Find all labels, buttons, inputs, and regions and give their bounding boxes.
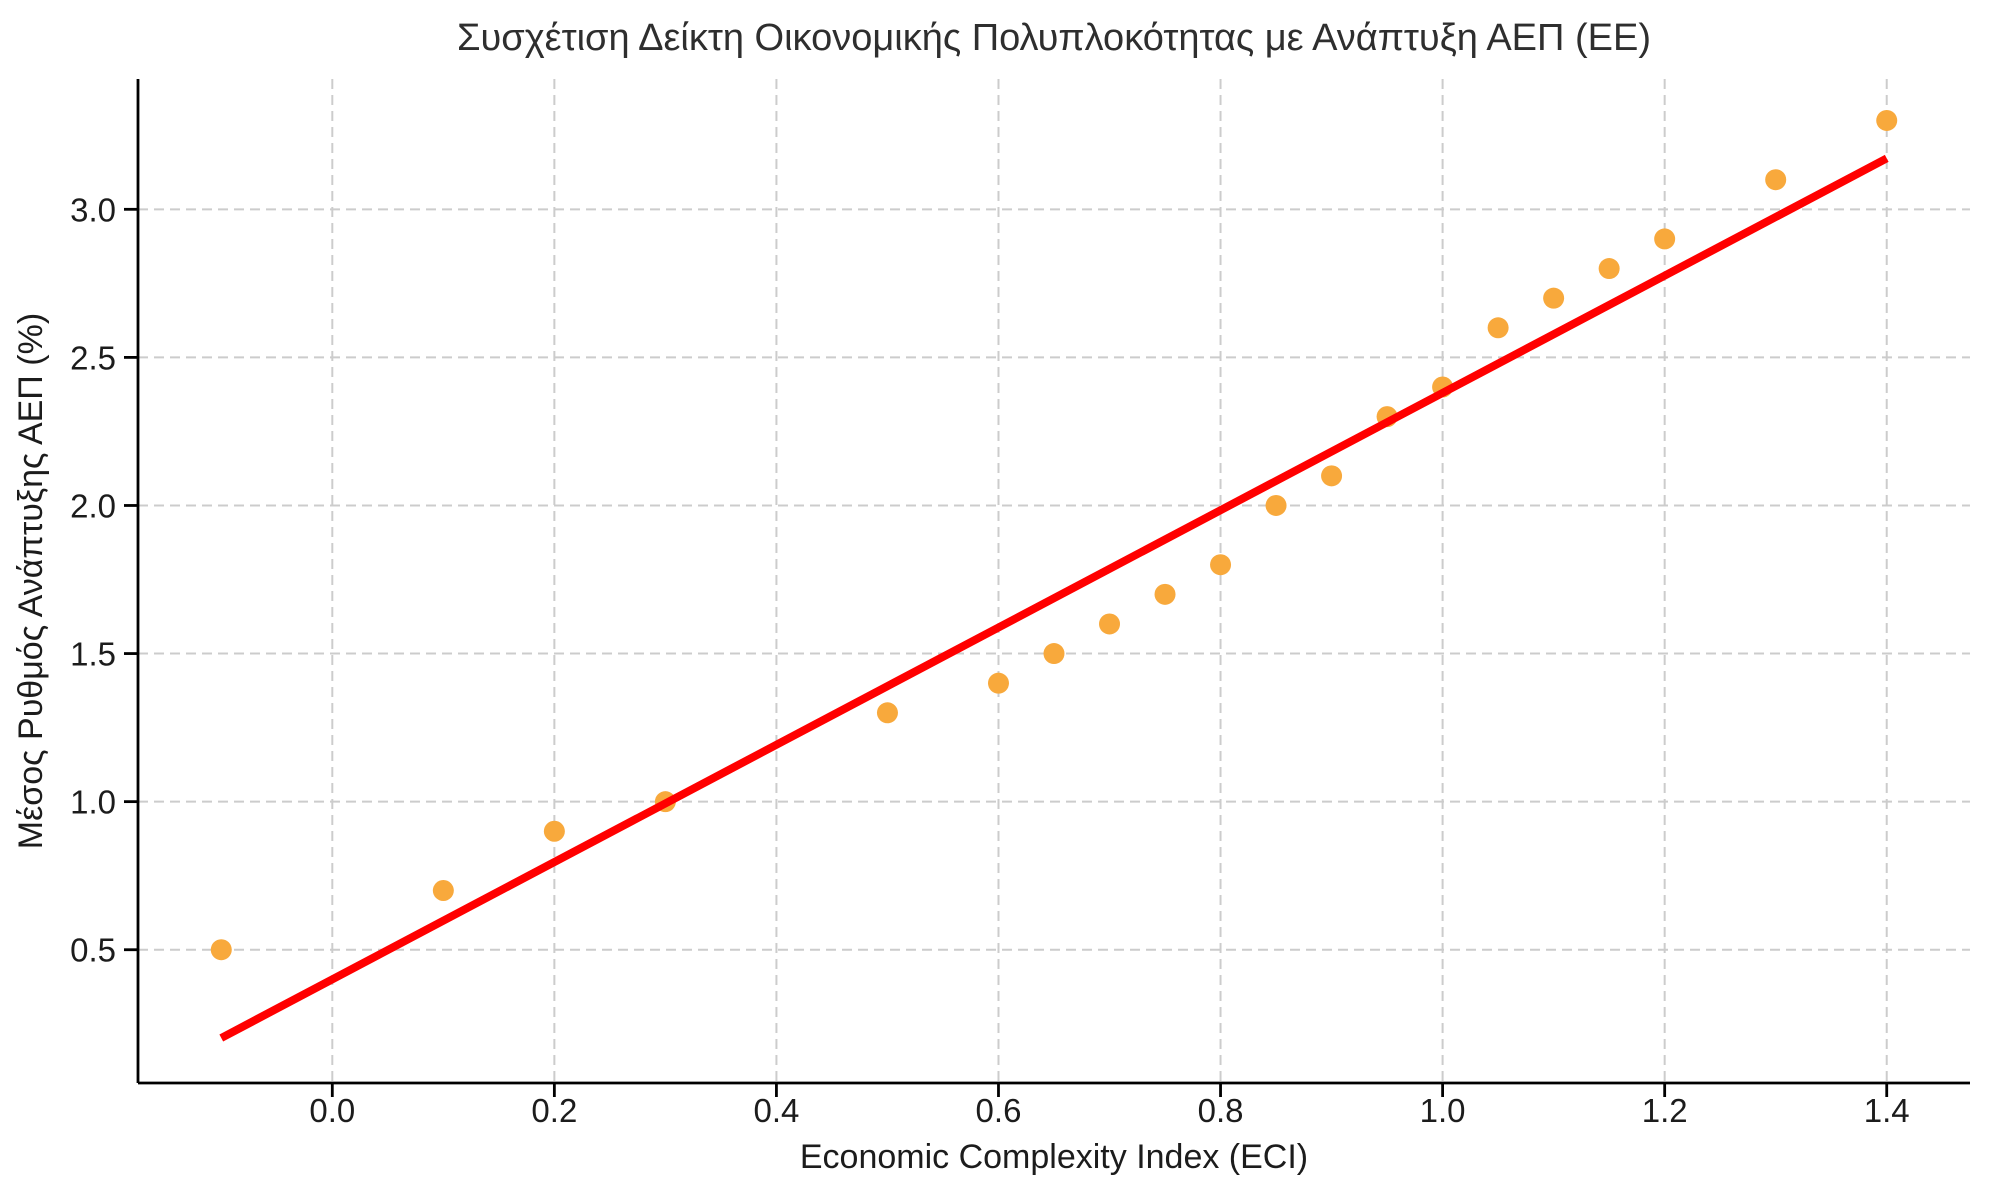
x-tick-label: 0.8 (1198, 1092, 1244, 1129)
regression-line-layer (219, 154, 1889, 1042)
data-point (1765, 169, 1787, 191)
data-point (1876, 109, 1898, 131)
x-axis-label: Economic Complexity Index (ECI) (800, 1138, 1308, 1176)
y-axis-label: Μέσος Ρυθμός Ανάπτυξης ΑΕΠ (%) (12, 313, 50, 849)
data-point (876, 702, 898, 724)
data-point (210, 939, 232, 961)
x-tick-label: 0.0 (309, 1092, 355, 1129)
data-point (1099, 613, 1121, 635)
data-point (432, 879, 454, 901)
x-tick-label: 1.0 (1420, 1092, 1466, 1129)
x-tick-label: 0.4 (753, 1092, 799, 1129)
data-point (1265, 494, 1287, 516)
regression-line (219, 154, 1889, 1042)
axes-spines-and-ticks (124, 79, 1970, 1097)
y-tick-label: 1.5 (70, 636, 116, 673)
data-point (1598, 258, 1620, 280)
y-tick-label: 2.5 (70, 339, 116, 376)
gridlines (138, 79, 1970, 1083)
data-point (1543, 287, 1565, 309)
y-tick-label: 0.5 (70, 932, 116, 969)
x-tick-label: 0.2 (531, 1092, 577, 1129)
y-tick-label: 1.0 (70, 784, 116, 821)
data-point (1321, 465, 1343, 487)
data-point (987, 672, 1009, 694)
y-tick-label: 3.0 (70, 191, 116, 228)
data-point (1210, 554, 1232, 576)
x-tick-label: 1.2 (1642, 1092, 1688, 1129)
data-point (1043, 643, 1065, 665)
data-point (543, 820, 565, 842)
tick-labels: 0.0 0.2 0.4 0.6 0.8 1.0 1.2 1.4 0.5 1.0 1.5 2.0 2.5 3… (70, 191, 1910, 1129)
x-tick-label: 0.6 (976, 1092, 1022, 1129)
data-point (1154, 583, 1176, 605)
scatter-points (210, 109, 1898, 961)
y-tick-label: 2.0 (70, 487, 116, 524)
data-point (1487, 317, 1509, 339)
x-tick-label: 1.4 (1864, 1092, 1910, 1129)
data-point (1654, 228, 1676, 250)
chart-title: Συσχέτιση Δείκτη Οικονομικής Πολυπλοκότη… (457, 17, 1651, 59)
